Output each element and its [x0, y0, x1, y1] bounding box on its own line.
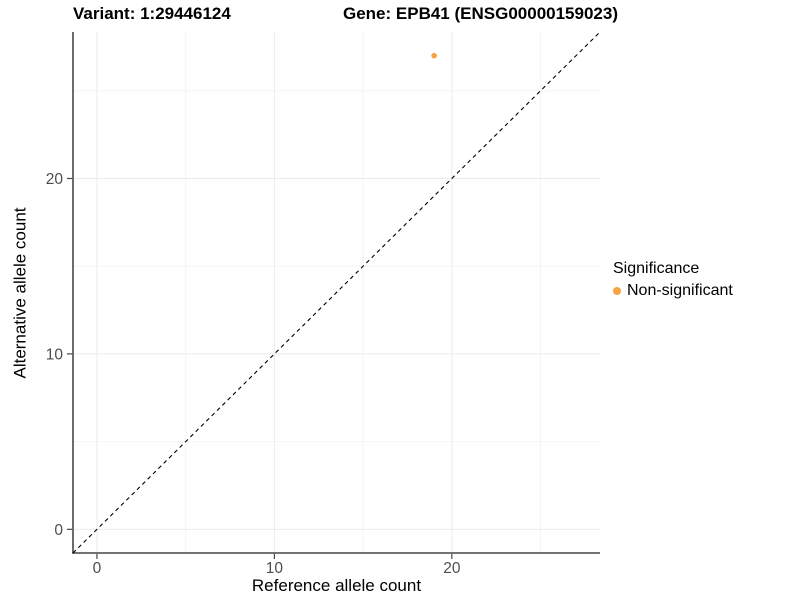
- legend-title: Significance: [613, 260, 700, 277]
- gene-title: Gene: EPB41 (ENSG00000159023): [343, 4, 618, 23]
- x-tick-label: 10: [266, 560, 284, 577]
- y-tick-label: 10: [46, 346, 64, 363]
- data-point: [431, 52, 437, 59]
- legend: Significance Non-significant: [613, 260, 733, 300]
- x-axis-title: Reference allele count: [251, 576, 422, 595]
- y-axis-title: Alternative allele count: [11, 206, 31, 379]
- legend-item-label: Non-significant: [627, 282, 733, 299]
- x-tick-label: 0: [93, 560, 102, 577]
- y-tick-label: 20: [46, 171, 64, 188]
- y-axis-title-wrap: Alternative allele count: [0, 32, 42, 553]
- x-tick-label: 20: [443, 560, 461, 577]
- legend-point-icon: [613, 287, 621, 295]
- y-tick-label: 0: [54, 522, 63, 539]
- variant-title: Variant: 1:29446124: [73, 4, 231, 23]
- legend-item-non-significant: Non-significant: [613, 282, 733, 300]
- identity-line: [72, 31, 601, 554]
